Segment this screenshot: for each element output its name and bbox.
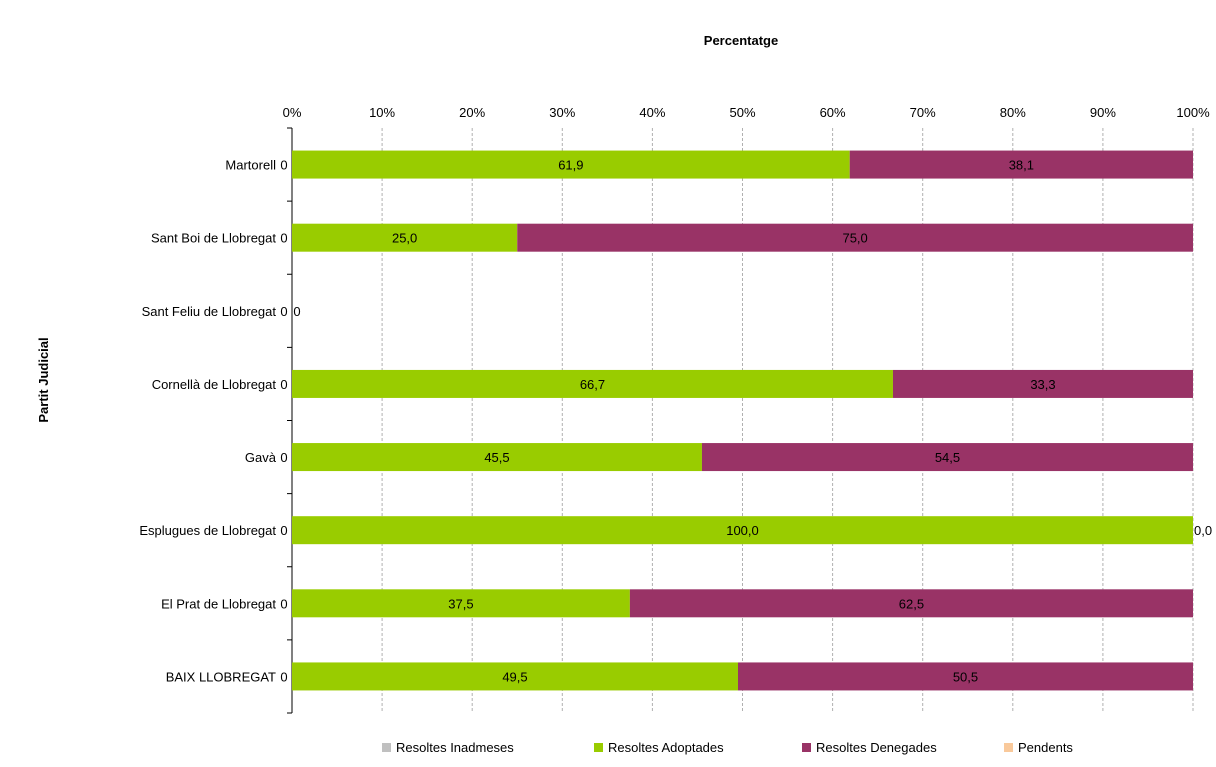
legend-label: Resoltes Inadmeses [396,740,514,755]
bar-segment [517,223,1193,252]
axes: 0% 10% 20% 30% 40% 50% 60% 70% 80% 90% 100% Martore… [139,105,1210,714]
bar-segment [292,443,702,472]
category-label: Esplugues de Llobregat [139,523,276,538]
legend-label: Resoltes Denegades [816,740,937,755]
bar-segment [292,369,893,398]
data-label: 50,5 [953,669,978,684]
x-tick-label: 0% [283,105,302,120]
bar-segment [629,589,1193,618]
bar-segment [892,369,1193,398]
data-label: 66,7 [580,377,605,392]
legend-label: Pendents [1018,740,1073,755]
x-tick-label: 20% [459,105,485,120]
bar-segment [292,662,738,691]
x-tick-label: 40% [639,105,665,120]
bar-segment [701,443,1193,472]
category-label: BAIX LLOBREGAT [166,669,276,684]
bar-segment [737,662,1193,691]
x-tick-label: 100% [1176,105,1210,120]
category-label: Martorell [225,158,276,173]
legend-swatch [802,743,811,752]
bar-segment [849,150,1193,179]
bar-segment [292,150,850,179]
data-label: 38,1 [1009,158,1034,173]
bars [292,150,1193,691]
bar-segment [292,516,1193,545]
legend-label: Resoltes Adoptades [608,740,724,755]
data-label: 0 [280,231,287,246]
data-label: 61,9 [558,158,583,173]
category-label: Sant Boi de Llobregat [151,231,276,246]
data-label: 0 [280,377,287,392]
x-tick-label: 70% [910,105,936,120]
y-axis-title: Partit Judicial [36,337,51,422]
data-label: 0 [280,523,287,538]
x-tick-label: 30% [549,105,575,120]
data-label: 33,3 [1030,377,1055,392]
legend-swatch [1004,743,1013,752]
data-label: 0 [280,450,287,465]
data-label: 25,0 [392,231,417,246]
data-label: 0 [280,596,287,611]
category-label: Sant Feliu de Llobregat [142,304,277,319]
data-label: 62,5 [899,596,924,611]
data-label: 37,5 [448,596,473,611]
x-tick-label: 80% [1000,105,1026,120]
data-label: 54,5 [935,450,960,465]
legend: Resoltes Inadmeses Resoltes Adoptades Reso… [382,740,1073,755]
legend-swatch [382,743,391,752]
data-label: 0 [293,304,300,319]
x-tick-label: 10% [369,105,395,120]
chart-title: Percentatge [704,33,778,48]
data-labels: 0 61,9 38,10 25,0 75,00 00 66,7 33,30 45,5 54,50 1… [280,158,1212,685]
data-label: 100,0 [726,523,759,538]
data-label: 45,5 [484,450,509,465]
category-label: Gavà [245,450,277,465]
legend-swatch [594,743,603,752]
bar-segment [292,223,518,252]
x-tick-label: 50% [729,105,755,120]
gridlines [381,128,1194,713]
data-label: 0,0 [1194,523,1212,538]
data-label: 75,0 [842,231,867,246]
x-tick-label: 60% [820,105,846,120]
data-label: 0 [280,669,287,684]
bar-segment [292,589,630,618]
data-label: 0 [280,158,287,173]
data-label: 49,5 [502,669,527,684]
data-label: 0 [280,304,287,319]
x-tick-label: 90% [1090,105,1116,120]
category-label: Cornellà de Llobregat [152,377,277,392]
category-label: El Prat de Llobregat [161,596,276,611]
